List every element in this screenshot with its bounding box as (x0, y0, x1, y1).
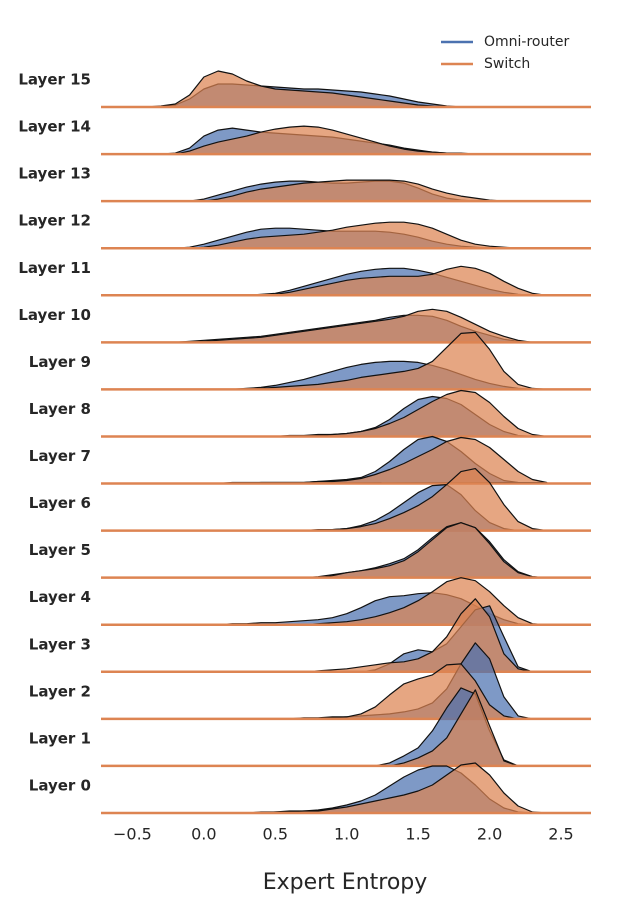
ridge-row: Layer 2 (29, 642, 591, 721)
density-area (146, 436, 548, 485)
x-tick-label: 2.0 (477, 825, 502, 844)
ridge-row: Layer 1 (29, 687, 591, 768)
row-label: Layer 2 (29, 682, 91, 700)
row-label: Layer 1 (29, 729, 91, 747)
ridge-row: Layer 12 (18, 212, 591, 250)
legend-label: Switch (484, 56, 530, 72)
ridge-row: Layer 5 (29, 522, 591, 579)
density-area (146, 221, 548, 249)
legend-label: Omni-router (484, 34, 569, 50)
density-area (146, 265, 548, 296)
x-tick-label: 0.0 (191, 825, 216, 844)
ridge-row: Layer 15 (18, 70, 591, 109)
ridge-row: Layer 11 (18, 259, 591, 297)
x-tick-label: 1.5 (405, 825, 430, 844)
x-tick-label: −0.5 (113, 825, 152, 844)
row-label: Layer 0 (29, 777, 91, 795)
row-label: Layer 11 (18, 259, 91, 277)
row-label: Layer 6 (29, 494, 91, 512)
density-area (146, 70, 548, 108)
row-label: Layer 3 (29, 635, 91, 653)
x-tick-label: 1.0 (334, 825, 359, 844)
ridge-row: Layer 6 (29, 468, 591, 532)
row-label: Layer 13 (18, 165, 91, 183)
ridge-row: Layer 0 (29, 762, 591, 815)
ridge-row: Layer 7 (29, 435, 591, 485)
ridge-row: Layer 9 (29, 331, 591, 391)
ridge-row: Layer 14 (18, 118, 591, 156)
row-label: Layer 8 (29, 400, 91, 418)
ridge-row: Layer 3 (29, 598, 591, 674)
row-label: Layer 15 (18, 71, 91, 89)
density-area (146, 389, 548, 438)
row-label: Layer 7 (29, 447, 91, 465)
x-tick-label: 0.5 (263, 825, 288, 844)
row-label: Layer 14 (18, 118, 91, 136)
ridge-row: Layer 10 (18, 306, 591, 344)
ridge-row: Layer 4 (29, 577, 591, 626)
row-label: Layer 10 (18, 306, 91, 324)
ridge-row: Layer 8 (29, 389, 591, 438)
row-label: Layer 9 (29, 353, 91, 371)
density-area (146, 308, 548, 343)
row-label: Layer 12 (18, 212, 91, 230)
ridge-row: Layer 13 (18, 165, 591, 203)
x-axis-label: Expert Entropy (263, 870, 428, 895)
row-label: Layer 5 (29, 541, 91, 559)
x-tick-label: 2.5 (548, 825, 573, 844)
row-label: Layer 4 (29, 588, 91, 606)
